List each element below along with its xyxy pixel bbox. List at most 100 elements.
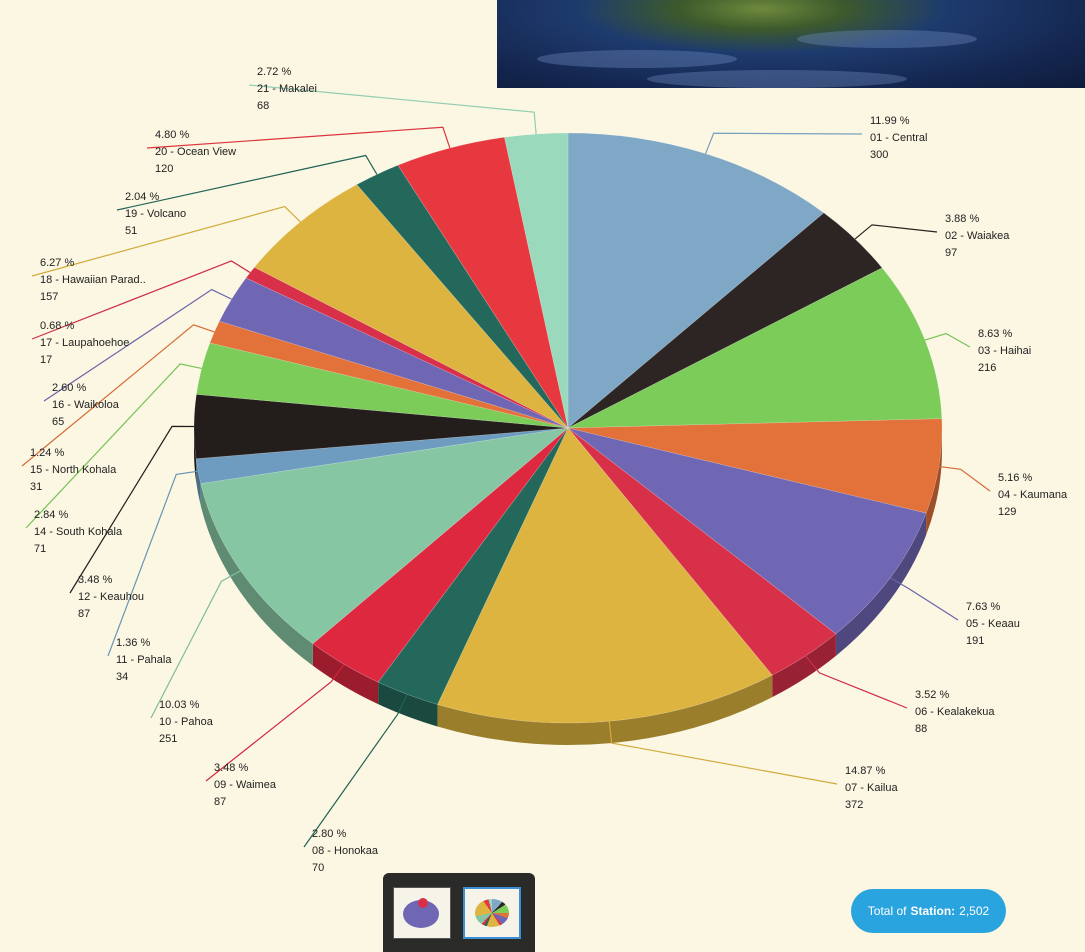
total-station-badge: Total of Station: 2,502 <box>851 889 1006 933</box>
leader-line-9 <box>205 663 345 782</box>
slice-count-label: 31 <box>30 481 42 493</box>
pie-slice-10[interactable] <box>200 427 570 645</box>
leader-line-6 <box>805 655 908 709</box>
slice-name-label: 10 - Pahoa <box>159 716 214 728</box>
slice-count-label: 87 <box>214 796 226 808</box>
slice-name-label: 15 - North Kohala <box>30 464 117 476</box>
slice-count-label: 120 <box>155 163 173 175</box>
slice-name-label: 08 - Honokaa <box>312 845 379 857</box>
pie-slice-side-8 <box>378 682 438 727</box>
slice-count-label: 87 <box>78 608 90 620</box>
pie-slice-8[interactable] <box>377 427 569 705</box>
slice-name-label: 01 - Central <box>870 132 927 144</box>
slice-name-label: 11 - Pahala <box>116 654 172 666</box>
pie-slice-side-12 <box>194 428 197 481</box>
slice-percent-label: 1.36 % <box>116 637 150 649</box>
slice-count-label: 51 <box>125 225 137 237</box>
slice-percent-label: 14.87 % <box>845 765 886 777</box>
slice-name-label: 20 - Ocean View <box>155 146 236 158</box>
slice-count-label: 34 <box>116 671 128 683</box>
leader-line-1 <box>705 132 863 154</box>
slice-count-label: 70 <box>312 862 324 874</box>
leader-line-5 <box>889 577 959 621</box>
slice-percent-label: 2.80 % <box>312 828 346 840</box>
slice-name-label: 14 - South Kohala <box>34 526 123 538</box>
leader-line-13 <box>25 363 202 529</box>
leader-line-18 <box>116 154 378 211</box>
leader-line-10 <box>150 570 241 719</box>
slice-name-label: 03 - Haihai <box>978 345 1031 357</box>
slice-count-label: 216 <box>978 362 996 374</box>
slice-name-label: 07 - Kailua <box>845 782 898 794</box>
slice-name-label: 04 - Kaumana <box>998 489 1068 501</box>
slice-percent-label: 5.16 % <box>998 472 1032 484</box>
leader-line-11 <box>107 470 199 657</box>
slice-percent-label: 11.99 % <box>870 115 910 127</box>
slice-percent-label: 3.48 % <box>78 574 112 586</box>
slice-percent-label: 6.27 % <box>40 257 74 269</box>
pie-slice-side-7 <box>437 675 773 745</box>
leader-line-20 <box>248 84 537 135</box>
slice-count-label: 88 <box>915 723 927 735</box>
pie-slice-20[interactable] <box>504 132 569 429</box>
slice-percent-label: 7.63 % <box>966 601 1000 613</box>
slice-percent-label: 1.24 % <box>30 447 64 459</box>
pie-slice-side-5 <box>835 513 927 656</box>
leader-line-17 <box>31 205 301 277</box>
pie-slice-side-10 <box>200 483 313 666</box>
leader-line-7 <box>608 721 838 785</box>
slice-count-label: 300 <box>870 149 888 161</box>
leader-line-2 <box>854 224 938 240</box>
leader-line-19 <box>146 126 451 149</box>
total-prefix: Total of <box>867 904 907 918</box>
leader-line-3 <box>924 332 971 348</box>
slice-name-label: 19 - Volcano <box>125 208 186 220</box>
slice-percent-label: 10.03 % <box>159 699 200 711</box>
slice-percent-label: 0.68 % <box>40 320 74 332</box>
pie-slice-7[interactable] <box>437 427 773 724</box>
slice-count-label: 129 <box>998 506 1016 518</box>
leader-line-8 <box>303 694 408 848</box>
pie-slice-18[interactable] <box>356 164 569 429</box>
slice-percent-label: 3.48 % <box>214 762 248 774</box>
slice-count-label: 191 <box>966 635 984 647</box>
pie-slice-13[interactable] <box>196 342 569 429</box>
slice-percent-label: 3.88 % <box>945 213 979 225</box>
pie-chart-thumbnail[interactable] <box>393 887 451 939</box>
slice-name-label: 16 - Waikoloa <box>52 399 120 411</box>
leader-line-16 <box>31 260 251 340</box>
slice-percent-label: 2.60 % <box>52 382 86 394</box>
total-value: 2,502 <box>959 904 990 918</box>
slice-count-label: 68 <box>257 100 269 112</box>
pie-slice-1[interactable] <box>567 132 825 429</box>
pie-slice-3[interactable] <box>567 267 943 429</box>
leader-line-15 <box>43 288 232 402</box>
slice-name-label: 12 - Keauhou <box>78 591 144 603</box>
pie-slice-side-9 <box>312 643 379 705</box>
multi-pie-thumbnail[interactable] <box>463 887 521 939</box>
slice-percent-label: 3.52 % <box>915 689 949 701</box>
pie-slice-side-6 <box>772 633 836 698</box>
slice-count-label: 251 <box>159 733 177 745</box>
pie-slice-2[interactable] <box>567 212 883 429</box>
slice-percent-label: 2.84 % <box>34 509 68 521</box>
leader-line-14 <box>21 324 215 467</box>
slice-count-label: 372 <box>845 799 863 811</box>
leader-line-4 <box>938 465 991 492</box>
slice-name-label: 18 - Hawaiian Parad.. <box>40 274 146 286</box>
slice-count-label: 97 <box>945 247 957 259</box>
pie-slice-side-11 <box>196 458 201 506</box>
pie-slice-side-4 <box>926 428 942 536</box>
chart-thumbnail-strip <box>383 873 535 952</box>
pie-slice-19[interactable] <box>397 136 569 429</box>
slice-name-label: 21 - Makalei <box>257 83 317 95</box>
slice-name-label: 06 - Kealakekua <box>915 706 995 718</box>
slice-count-label: 157 <box>40 291 58 303</box>
slice-name-label: 05 - Keaau <box>966 618 1020 630</box>
satellite-map-image <box>497 0 1085 88</box>
slice-count-label: 71 <box>34 543 46 555</box>
slice-name-label: 02 - Waiakea <box>945 230 1010 242</box>
leader-line-12 <box>69 425 195 594</box>
slice-percent-label: 8.63 % <box>978 328 1012 340</box>
